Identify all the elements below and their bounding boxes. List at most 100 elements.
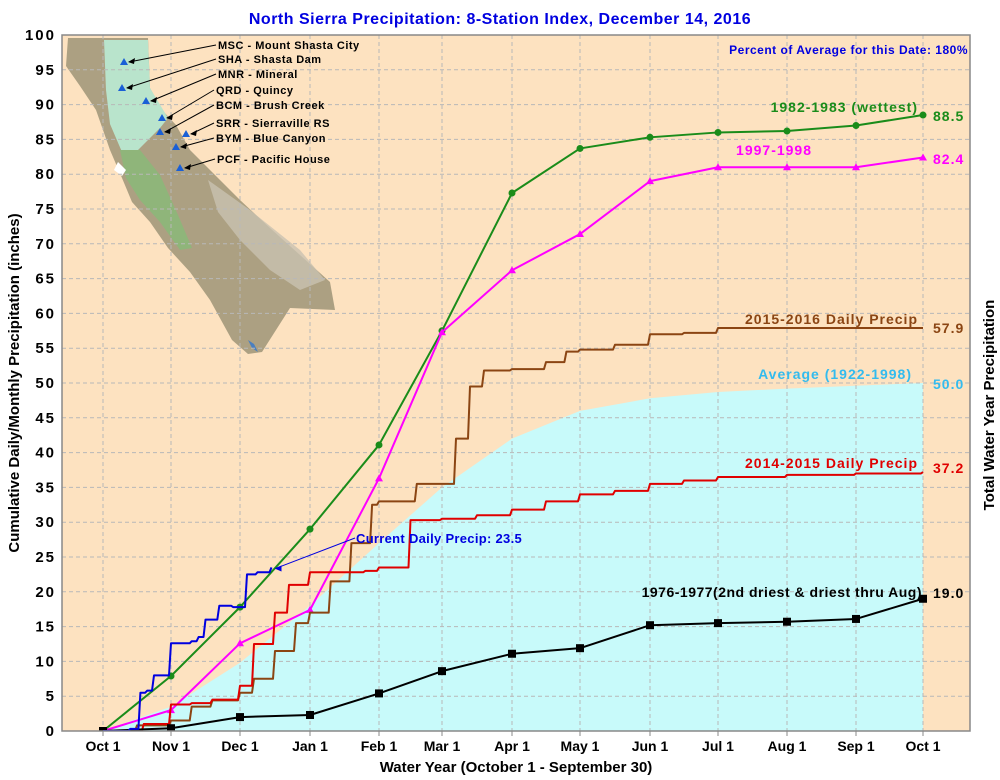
arrow-head-icon <box>274 565 282 572</box>
series-total: 88.5 <box>933 108 964 124</box>
station-label: PCF - Pacific House <box>217 154 330 166</box>
data-point <box>646 177 654 185</box>
y-tick-label: 95 <box>35 62 56 79</box>
x-tick-label: Sep 1 <box>837 738 875 754</box>
percent-of-average: Percent of Average for this Date: 180% <box>729 43 968 57</box>
y-tick-label: 40 <box>35 445 56 462</box>
y-tick-label: 85 <box>35 131 56 148</box>
y-tick-label: 55 <box>35 340 56 357</box>
chart-title: North Sierra Precipitation: 8-Station In… <box>249 11 751 28</box>
data-point <box>236 639 244 647</box>
series-label: 2014-2015 Daily Precip <box>745 455 918 471</box>
x-tick-label: Nov 1 <box>152 738 190 754</box>
data-point <box>576 644 584 653</box>
y-tick-label: 90 <box>35 97 56 114</box>
data-point <box>375 474 383 482</box>
series-label: 1976-1977(2nd driest & driest thru Aug) <box>642 584 922 600</box>
data-point <box>375 689 383 698</box>
station-marker-icon <box>182 130 190 137</box>
plot-frame <box>61 34 971 732</box>
x-tick-label: Jan 1 <box>292 738 328 754</box>
data-point <box>714 128 722 136</box>
data-point <box>236 713 244 722</box>
station-marker-icon <box>176 164 184 171</box>
station-marker-icon <box>118 84 126 91</box>
station-label: SHA - Shasta Dam <box>218 54 322 66</box>
data-point <box>919 111 927 119</box>
y-tick-label: 15 <box>35 619 56 636</box>
data-point <box>306 605 314 613</box>
data-point <box>783 617 791 626</box>
x-tick-label: Oct 1 <box>905 738 940 754</box>
station-label: MSC - Mount Shasta City <box>218 40 360 52</box>
series-label: 2015-2016 Daily Precip <box>745 311 918 327</box>
station-label: BYM - Blue Canyon <box>216 133 326 145</box>
station-marker-icon <box>158 114 166 121</box>
data-point <box>508 266 516 274</box>
y-tick-label: 60 <box>35 305 56 322</box>
x-tick-label: Jul 1 <box>702 738 734 754</box>
arrow-head-icon <box>128 58 135 64</box>
y-tick-label: 35 <box>35 479 56 496</box>
data-point <box>919 153 927 161</box>
station-marker-icon <box>172 143 180 150</box>
station-marker-icon <box>142 97 150 104</box>
x-tick-label: Jun 1 <box>632 738 669 754</box>
series-total: 50.0 <box>933 376 964 392</box>
arrow-head-icon <box>164 128 171 134</box>
arrow-head-icon <box>150 97 157 103</box>
series-total: 19.0 <box>933 585 964 601</box>
series-total: 82.4 <box>933 151 964 167</box>
data-point <box>852 614 860 623</box>
data-point <box>852 121 860 129</box>
y-tick-label: 20 <box>35 584 56 601</box>
series-label: 1997-1998 <box>736 142 812 158</box>
station-arrow <box>164 104 215 133</box>
series-line-6 <box>103 567 273 731</box>
x-tick-label: May 1 <box>561 738 600 754</box>
x-axis-label: Water Year (October 1 - September 30) <box>380 759 653 776</box>
data-point <box>438 667 446 676</box>
y-tick-label: 70 <box>35 236 56 253</box>
data-point <box>438 328 446 336</box>
x-tick-label: Apr 1 <box>494 738 530 754</box>
right-axis-label: Total Water Year Precipitation <box>981 300 998 511</box>
data-point <box>714 619 722 628</box>
data-point <box>576 144 584 152</box>
y-axis-label: Cumulative Daily/Monthly Precipitation (… <box>6 213 23 552</box>
series-label: Average (1922-1998) <box>758 366 912 382</box>
arrow-head-icon <box>190 130 197 136</box>
station-arrow <box>166 89 215 119</box>
y-tick-label: 5 <box>46 688 56 705</box>
data-point <box>167 724 175 731</box>
data-point <box>783 127 791 135</box>
data-point <box>306 710 314 719</box>
y-tick-label: 80 <box>35 166 56 183</box>
series-label: 1982-1983 (wettest) <box>771 99 918 115</box>
station-marker-icon <box>156 128 164 135</box>
current-arrow <box>275 537 356 569</box>
station-arrow <box>126 58 217 89</box>
y-tick-label: 45 <box>35 410 56 427</box>
y-tick-label: 50 <box>35 375 56 392</box>
station-arrow <box>128 44 217 63</box>
station-label: MNR - Mineral <box>218 69 298 81</box>
y-tick-label: 10 <box>35 653 56 670</box>
data-point <box>508 649 516 658</box>
data-point <box>783 163 791 171</box>
station-label: SRR - Sierraville RS <box>216 118 330 130</box>
data-point <box>576 230 584 238</box>
data-point <box>99 727 107 731</box>
x-tick-label: Dec 1 <box>221 738 259 754</box>
y-tick-label: 30 <box>35 514 56 531</box>
data-point <box>306 525 314 533</box>
california-map <box>66 38 335 354</box>
station-labels: MSC - Mount Shasta City SHA - Shasta Dam M… <box>118 40 360 171</box>
series-total: 57.9 <box>933 320 964 336</box>
y-tick-label: 0 <box>46 723 56 740</box>
arrow-head-icon <box>180 143 187 149</box>
series-total: 37.2 <box>933 460 964 476</box>
x-tick-label: Mar 1 <box>424 738 461 754</box>
y-tick-label: 75 <box>35 201 56 218</box>
